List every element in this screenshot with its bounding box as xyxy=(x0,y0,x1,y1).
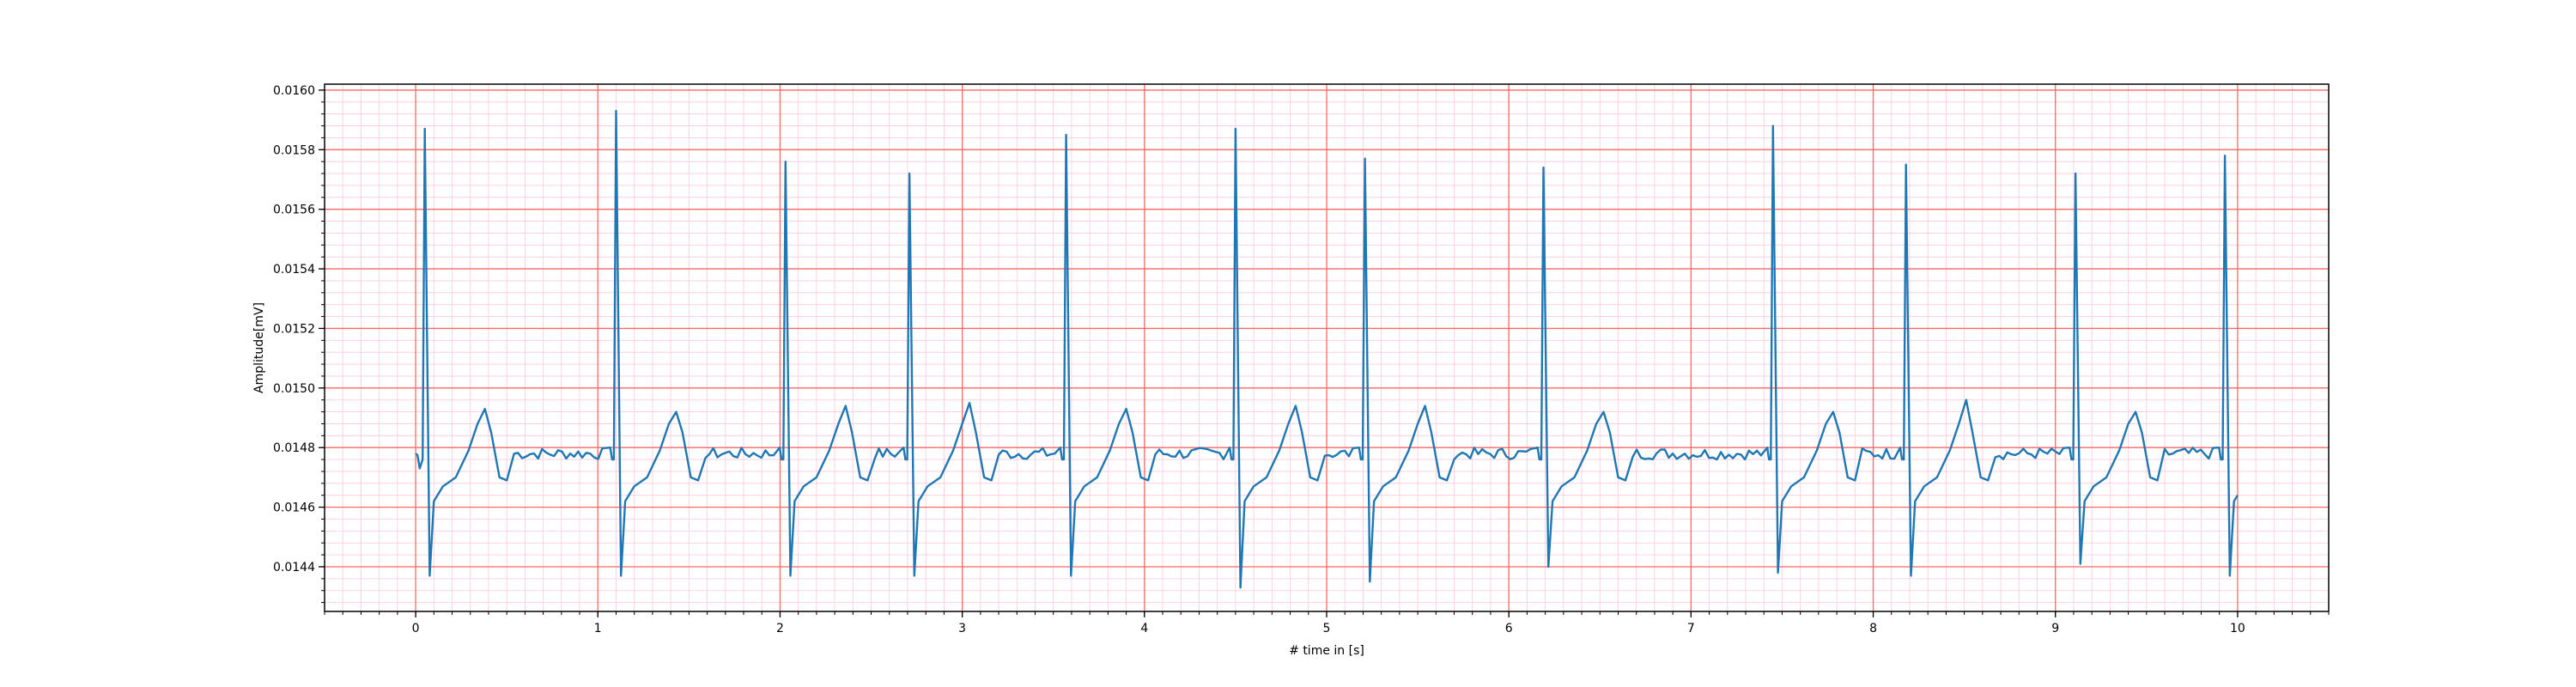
x-tick-label: 10 xyxy=(2230,622,2245,635)
y-tick-label: 0.0152 xyxy=(273,322,315,336)
y-axis-ticks: 0.0144 0.0146 0.0148 0.0150 0.0152 0.0154 0.01… xyxy=(273,84,325,604)
signal-layer xyxy=(415,109,2239,589)
x-tick-label: 1 xyxy=(594,622,602,635)
y-tick-label: 0.0146 xyxy=(273,502,315,515)
x-tick-label: 7 xyxy=(1687,622,1695,635)
y-axis-label: Amplitude[mV] xyxy=(252,302,266,393)
x-axis-label: # time in [s] xyxy=(1289,644,1364,658)
x-tick-label: 4 xyxy=(1140,622,1148,635)
y-tick-label: 0.0156 xyxy=(273,204,315,217)
x-tick-label: 5 xyxy=(1323,622,1331,635)
y-tick-label: 0.0150 xyxy=(273,382,315,396)
x-tick-label: 0 xyxy=(412,622,420,635)
y-tick-label: 0.0148 xyxy=(273,441,315,455)
x-tick-label: 3 xyxy=(958,622,966,635)
x-tick-label: 9 xyxy=(2051,622,2059,635)
major-grid xyxy=(325,84,2329,611)
x-axis-ticks: 0 1 2 3 4 5 6 7 8 9 10 xyxy=(324,611,2330,635)
y-tick-label: 0.0158 xyxy=(273,143,315,157)
y-tick-label: 0.0160 xyxy=(273,84,315,98)
x-tick-label: 8 xyxy=(1869,622,1877,635)
y-tick-label: 0.0144 xyxy=(273,561,315,575)
x-tick-label: 6 xyxy=(1505,622,1513,635)
y-tick-label: 0.0154 xyxy=(273,263,315,277)
ecg-signal-line xyxy=(415,109,2239,589)
x-tick-label: 2 xyxy=(776,622,784,635)
